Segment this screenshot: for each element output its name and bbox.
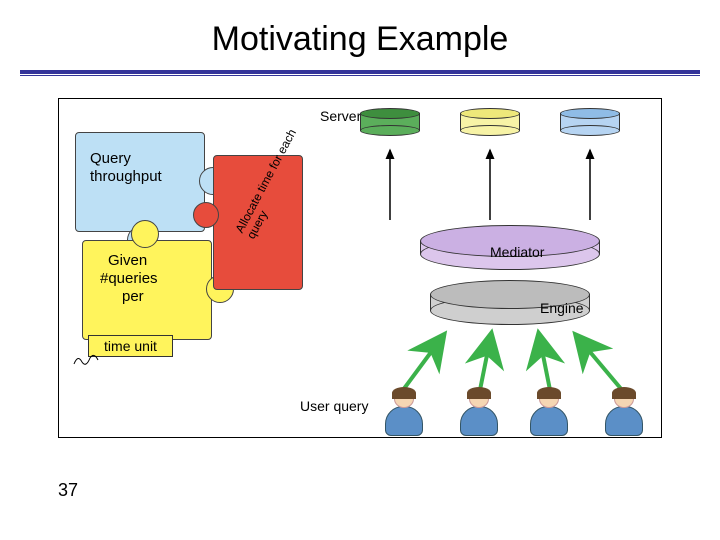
given-label: Given (108, 252, 147, 269)
user-query-label: User query (300, 398, 368, 414)
time-unit-text: time unit (104, 338, 157, 354)
person-3 (530, 388, 568, 438)
person-2 (460, 388, 498, 438)
slide-number: 37 (58, 480, 78, 501)
per-label: per (122, 288, 144, 305)
query-throughput-line1: Query (90, 150, 131, 167)
query-throughput-line2: throughput (90, 168, 162, 185)
person-1 (385, 388, 423, 438)
signature-icon (72, 350, 102, 370)
nqueries-label: #queries (100, 270, 158, 287)
person-4 (605, 388, 643, 438)
